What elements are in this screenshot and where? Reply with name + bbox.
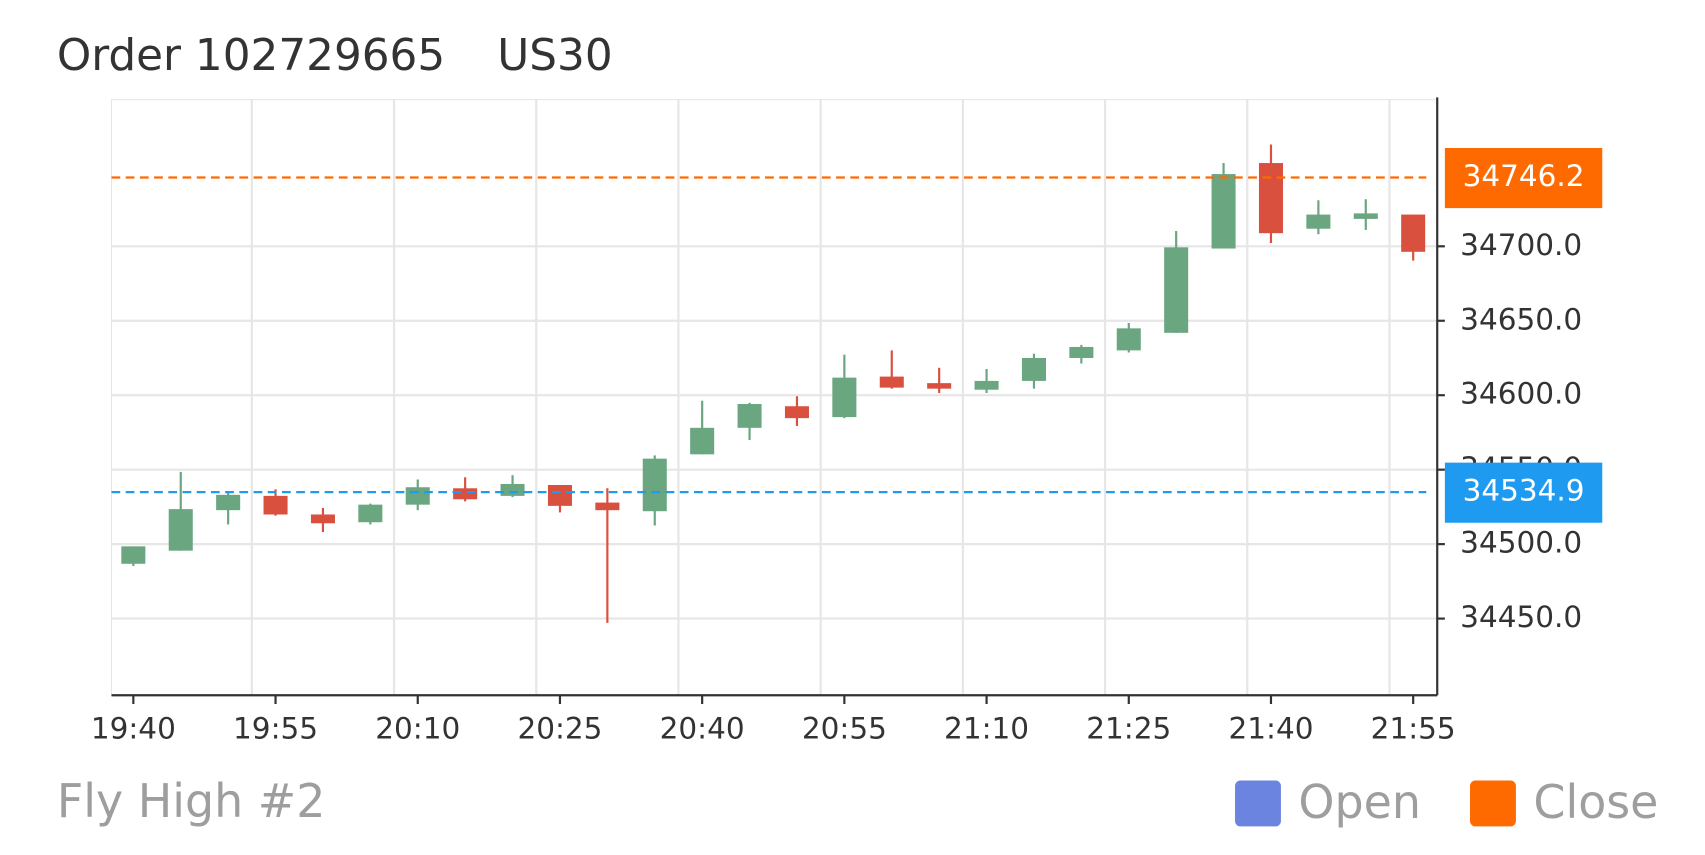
x-tick-label: 21:10 [944,712,1029,746]
chart-title: Order 102729665 [57,30,445,81]
candle-body [927,383,952,389]
y-tick-label: 34650.0 [1460,302,1582,336]
candle-body [310,514,335,524]
candle-body [879,376,904,388]
legend-swatch [1235,780,1281,827]
candle-body [405,487,430,505]
order-label-box [1444,462,1603,523]
candle-body [737,403,762,428]
subtitle: Fly High #2 [57,774,326,828]
order-label: 34746.2 [1463,159,1585,193]
candle-body [216,494,241,511]
legend-swatch [1470,780,1516,827]
y-tick-label: 34600.0 [1460,377,1582,411]
candle-body [1069,346,1094,358]
candle-body [1021,357,1046,381]
order-label: 34534.9 [1463,474,1585,508]
candle-body [1211,174,1236,249]
x-tick-label: 19:55 [233,712,318,746]
symbol: US30 [497,30,612,81]
plot-area [110,99,1438,696]
x-tick-label: 20:55 [802,712,887,746]
candle-body [547,485,572,506]
candle-body [1306,214,1331,229]
candle-body [1164,247,1189,333]
candle-body [595,502,620,511]
x-tick-label: 20:10 [375,712,460,746]
candle-body [642,458,667,512]
candle-body [832,377,857,418]
candle-body [263,495,288,515]
x-tick-label: 19:40 [91,712,176,746]
legend-label: Open [1298,775,1421,829]
x-tick-label: 21:25 [1086,712,1171,746]
candle-body [168,509,193,551]
x-tick-label: 20:25 [517,712,602,746]
x-tick-label: 21:40 [1228,712,1313,746]
candle-body [453,488,478,500]
candle-body [500,483,525,496]
candle-body [974,380,999,390]
y-tick-label: 34700.0 [1460,228,1582,262]
candle-body [690,427,715,455]
candle-body [121,546,146,564]
candle-body [1401,214,1426,252]
candle-body [1258,163,1284,234]
x-tick-label: 20:40 [660,712,745,746]
order-label-box [1444,147,1603,209]
x-tick-label: 21:55 [1371,712,1456,746]
legend-label: Close [1533,775,1658,829]
candle-body [1116,328,1141,351]
candle-body [1353,213,1378,219]
y-tick-label: 34450.0 [1460,600,1582,634]
candle-body [358,504,383,523]
y-tick-label: 34500.0 [1460,526,1582,560]
candle-body [784,406,809,419]
